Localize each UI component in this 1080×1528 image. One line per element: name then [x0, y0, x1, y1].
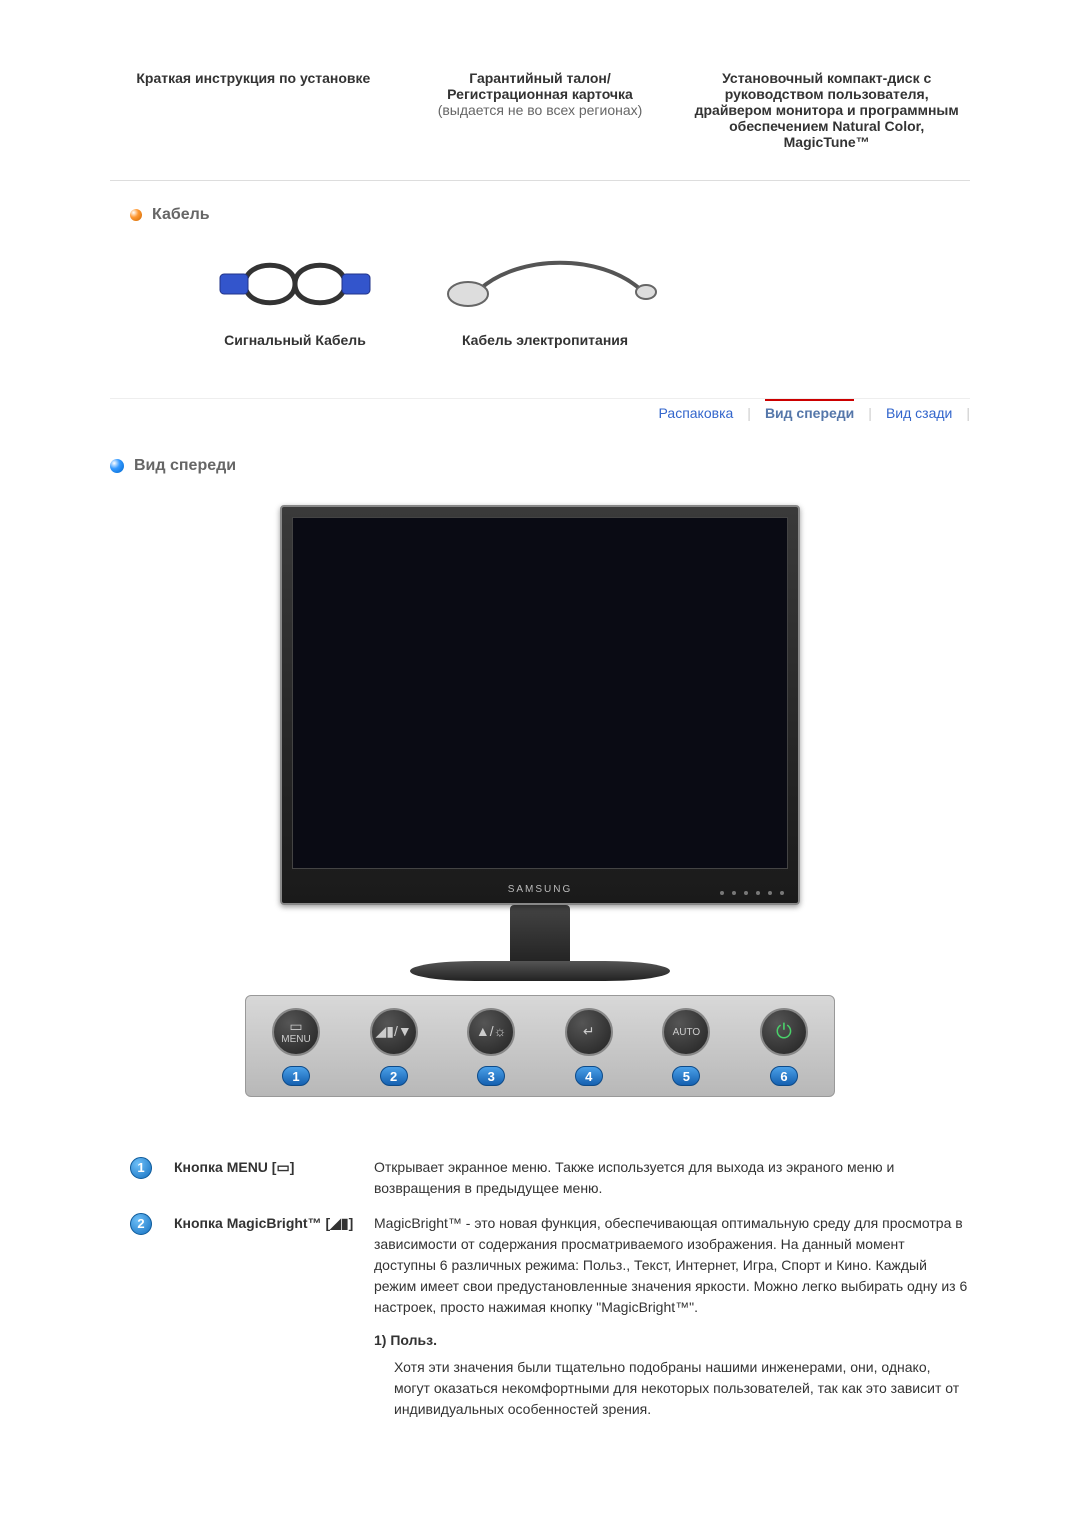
- monitor-body: SAMSUNG: [280, 505, 800, 905]
- button-power: ⏻ 6: [760, 1008, 808, 1086]
- power-cable-item: Кабель электропитания: [430, 244, 660, 348]
- power-cable-icon: [430, 244, 660, 324]
- desc-text-menu: Открывает экранное меню. Также используе…: [374, 1157, 970, 1199]
- menu-button-icon: ▭ MENU: [272, 1008, 320, 1056]
- signal-cable-icon: [200, 244, 390, 324]
- desc-label-menu: Кнопка MENU [▭]: [174, 1157, 364, 1199]
- monitor-stand-base: [410, 961, 670, 981]
- cable-items-row: Сигнальный Кабель Кабель электропитания: [110, 244, 970, 348]
- item-warranty: Гарантийный талон/ Регистрационная карто…: [397, 70, 684, 150]
- section-title: Кабель: [152, 206, 210, 224]
- nav-unpacking[interactable]: Распаковка: [659, 405, 734, 421]
- nav-separator: |: [966, 405, 970, 421]
- nav-separator: |: [747, 405, 751, 421]
- magicbright-button-icon: ◢▮/▼: [370, 1008, 418, 1056]
- button-enter: ↵ 4: [565, 1008, 613, 1086]
- button-brightness: ▲/☼ 3: [467, 1008, 515, 1086]
- item-label: Установочный компакт-диск с руководством…: [691, 70, 962, 150]
- badge-2: 2: [380, 1066, 408, 1086]
- button-auto: AUTO 5: [662, 1008, 710, 1086]
- view-nav: Распаковка | Вид спереди | Вид сзади |: [110, 398, 970, 427]
- button-descriptions: 1 Кнопка MENU [▭] Открывает экранное мен…: [110, 1157, 970, 1420]
- desc-subtext: Хотя эти значения были тщательно подобра…: [374, 1357, 970, 1420]
- enter-button-icon: ↵: [565, 1008, 613, 1056]
- bullet-icon: [110, 459, 124, 473]
- badge-3: 3: [477, 1066, 505, 1086]
- nav-rear-view[interactable]: Вид сзади: [886, 405, 952, 421]
- desc-badge-1: 1: [130, 1157, 152, 1179]
- desc-main-text: MagicBright™ - это новая функция, обеспе…: [374, 1213, 970, 1318]
- badge-5: 5: [672, 1066, 700, 1086]
- brightness-button-icon: ▲/☼: [467, 1008, 515, 1056]
- signal-cable-item: Сигнальный Кабель: [200, 244, 390, 348]
- nav-front-view[interactable]: Вид спереди: [765, 399, 854, 421]
- button-bar: ▭ MENU 1 ◢▮/▼ 2 ▲/☼ 3 ↵ 4 AUTO: [245, 995, 835, 1097]
- cable-caption: Кабель электропитания: [430, 332, 660, 348]
- cable-caption: Сигнальный Кабель: [200, 332, 390, 348]
- button-magicbright: ◢▮/▼ 2: [370, 1008, 418, 1086]
- monitor-brand: SAMSUNG: [508, 884, 573, 895]
- desc-badge-2: 2: [130, 1213, 152, 1235]
- item-label-line2: Регистрационная карточка: [405, 86, 676, 102]
- nav-separator: |: [868, 405, 872, 421]
- bullet-icon: [130, 209, 142, 221]
- auto-button-icon: AUTO: [662, 1008, 710, 1056]
- section-cable-header: Кабель: [110, 206, 970, 224]
- desc-subhead: 1) Польз.: [374, 1330, 970, 1351]
- button-menu: ▭ MENU 1: [272, 1008, 320, 1086]
- desc-label-magicbright: Кнопка MagicBright™ [◢▮]: [174, 1213, 364, 1420]
- power-button-icon: ⏻: [760, 1008, 808, 1056]
- item-note: (выдается не во всех регионах): [405, 102, 676, 118]
- item-label: Краткая инструкция по установке: [118, 70, 389, 86]
- badge-4: 4: [575, 1066, 603, 1086]
- monitor-stand-neck: [510, 905, 570, 965]
- item-label-line1: Гарантийный талон/: [405, 70, 676, 86]
- item-quick-guide: Краткая инструкция по установке: [110, 70, 397, 150]
- section-title: Вид спереди: [134, 457, 236, 475]
- monitor-screen: [292, 517, 788, 869]
- section-front-header: Вид спереди: [110, 457, 970, 475]
- package-items-row: Краткая инструкция по установке Гарантий…: [110, 70, 970, 181]
- badge-6: 6: [770, 1066, 798, 1086]
- monitor-illustration: SAMSUNG ▭ MENU 1 ◢▮/▼ 2 ▲/☼ 3: [110, 495, 970, 1127]
- badge-1: 1: [282, 1066, 310, 1086]
- item-install-cd: Установочный компакт-диск с руководством…: [683, 70, 970, 150]
- monitor-front-buttons: [720, 891, 784, 895]
- desc-text-magicbright: MagicBright™ - это новая функция, обеспе…: [374, 1213, 970, 1420]
